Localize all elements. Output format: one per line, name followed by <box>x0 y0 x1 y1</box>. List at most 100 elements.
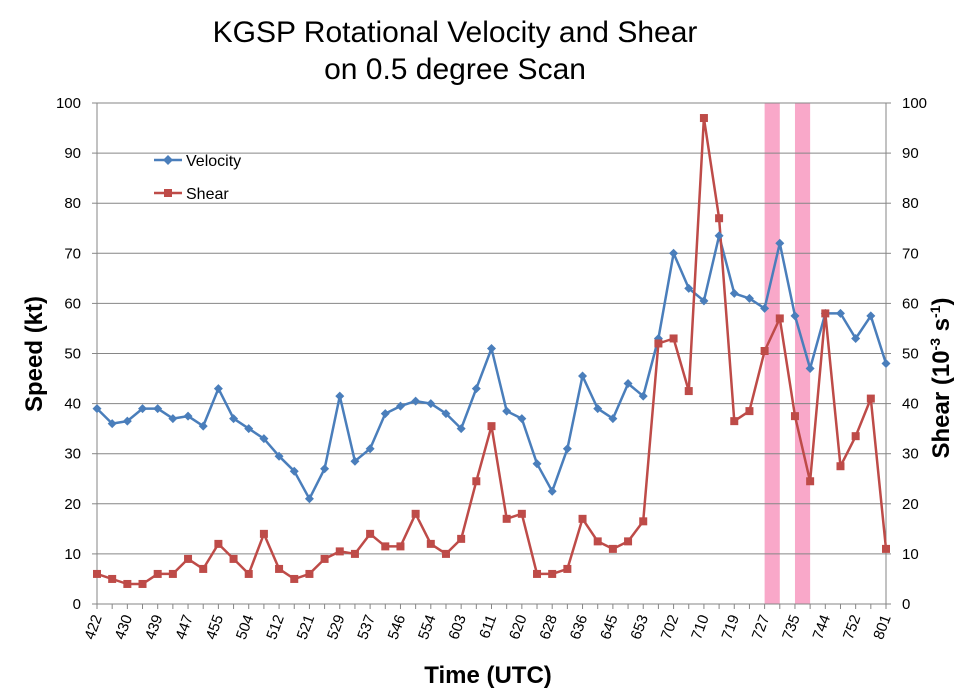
y-tick-label-right-70: 70 <box>902 245 919 262</box>
shear-point-10 <box>244 569 253 578</box>
shear-point-15 <box>320 554 329 563</box>
shear-point-18 <box>366 529 375 538</box>
shear-point-29 <box>533 569 542 578</box>
shear-point-19 <box>381 542 390 551</box>
y-tick-label-right-50: 50 <box>902 346 919 363</box>
shear-point-24 <box>457 534 466 543</box>
y-tick-label-left-70: 70 <box>64 245 81 262</box>
velocity-point-39 <box>684 283 694 293</box>
y2-axis-title-sup2: -1 <box>927 305 943 318</box>
velocity-point-7 <box>198 421 208 431</box>
velocity-point-23 <box>441 409 451 419</box>
velocity-point-13 <box>289 466 299 476</box>
y2-axis-title-sup1: -3 <box>927 338 943 351</box>
velocity-point-29 <box>532 459 542 469</box>
shear-point-12 <box>275 564 284 573</box>
velocity-point-31 <box>562 444 572 454</box>
shear-point-43 <box>745 407 754 416</box>
y-axis-right-ticks: 0 10 20 30 40 50 60 70 80 90 100 <box>886 95 927 613</box>
y2-axis-title-mid: s <box>928 318 955 338</box>
shear-point-5 <box>168 569 177 578</box>
velocity-point-49 <box>835 308 845 318</box>
velocity-point-19 <box>380 409 390 419</box>
shear-point-0 <box>93 569 101 578</box>
y-tick-label-left-40: 40 <box>64 396 81 413</box>
y-tick-label-left-80: 80 <box>64 195 81 212</box>
y-tick-label-left-20: 20 <box>64 496 81 513</box>
velocity-point-5 <box>168 414 178 424</box>
y2-axis-title-main: Shear (10 <box>928 350 955 458</box>
velocity-point-2 <box>122 416 132 426</box>
y-tick-label-left-10: 10 <box>64 546 81 563</box>
velocity-point-28 <box>517 414 527 424</box>
shear-point-45 <box>775 314 784 323</box>
velocity-point-22 <box>426 399 436 409</box>
velocity-point-9 <box>229 414 239 424</box>
velocity-point-42 <box>729 288 739 298</box>
y-axis-left-ticks: 0 10 20 30 40 50 60 70 80 90 100 <box>56 95 97 613</box>
velocity-point-18 <box>365 444 375 454</box>
y-tick-label-left-60: 60 <box>64 295 81 312</box>
y-tick-label-right-10: 10 <box>902 546 919 563</box>
legend-velocity-label: Velocity <box>186 153 241 170</box>
shear-point-1 <box>108 574 117 583</box>
x-axis-title: Time (UTC) <box>424 662 552 689</box>
gridlines <box>97 102 886 555</box>
shear-point-41 <box>715 214 724 223</box>
velocity-point-27 <box>502 406 512 416</box>
y-tick-label-right-40: 40 <box>902 396 919 413</box>
y2-axis-title-end: ) <box>928 298 955 306</box>
shear-point-33 <box>593 537 602 546</box>
velocity-point-25 <box>471 384 481 394</box>
y-tick-label-left-90: 90 <box>64 145 81 162</box>
shear-point-25 <box>472 477 481 486</box>
shear-point-13 <box>290 574 299 583</box>
shear-point-36 <box>639 517 648 526</box>
velocity-point-10 <box>244 424 254 434</box>
velocity-point-46 <box>790 311 800 321</box>
velocity-point-51 <box>866 311 876 321</box>
velocity-point-33 <box>593 404 603 414</box>
shear-point-21 <box>411 509 420 518</box>
legend: Velocity Shear <box>154 153 241 203</box>
velocity-point-20 <box>395 401 405 411</box>
shear-point-27 <box>502 514 511 523</box>
velocity-point-14 <box>304 494 314 504</box>
velocity-point-40 <box>699 296 709 306</box>
velocity-point-15 <box>320 464 330 474</box>
y-tick-label-right-90: 90 <box>902 145 919 162</box>
shear-point-35 <box>624 537 633 546</box>
velocity-point-47 <box>805 364 815 374</box>
y-tick-label-right-80: 80 <box>902 195 919 212</box>
velocity-point-11 <box>259 434 269 444</box>
shear-point-52 <box>882 544 890 553</box>
shear-point-47 <box>806 477 815 486</box>
velocity-point-41 <box>714 231 724 241</box>
y2-axis-title: Shear (10-3 s-1) <box>927 298 955 459</box>
shear-point-8 <box>214 539 223 548</box>
velocity-point-52 <box>881 359 891 369</box>
shear-point-30 <box>548 569 557 578</box>
velocity-point-44 <box>760 303 770 313</box>
y-tick-label-right-60: 60 <box>902 295 919 312</box>
shear-point-38 <box>669 334 678 343</box>
y-tick-label-right-0: 0 <box>902 596 910 613</box>
velocity-point-21 <box>411 396 421 406</box>
shear-point-9 <box>229 554 238 563</box>
chart-title-line-1: KGSP Rotational Velocity and Shear <box>213 16 698 49</box>
shear-point-31 <box>563 564 572 573</box>
legend-shear-label: Shear <box>186 186 229 203</box>
y-tick-label-left-100: 100 <box>56 95 81 112</box>
y-tick-label-right-20: 20 <box>902 496 919 513</box>
velocity-point-30 <box>547 486 557 496</box>
velocity-point-17 <box>350 456 360 466</box>
velocity-point-45 <box>775 238 785 248</box>
y-tick-label-left-30: 30 <box>64 446 81 463</box>
velocity-point-4 <box>153 404 163 414</box>
velocity-point-12 <box>274 451 284 461</box>
shear-point-2 <box>123 579 132 588</box>
velocity-point-50 <box>851 333 861 343</box>
shear-point-17 <box>350 549 359 558</box>
y-tick-label-left-50: 50 <box>64 346 81 363</box>
